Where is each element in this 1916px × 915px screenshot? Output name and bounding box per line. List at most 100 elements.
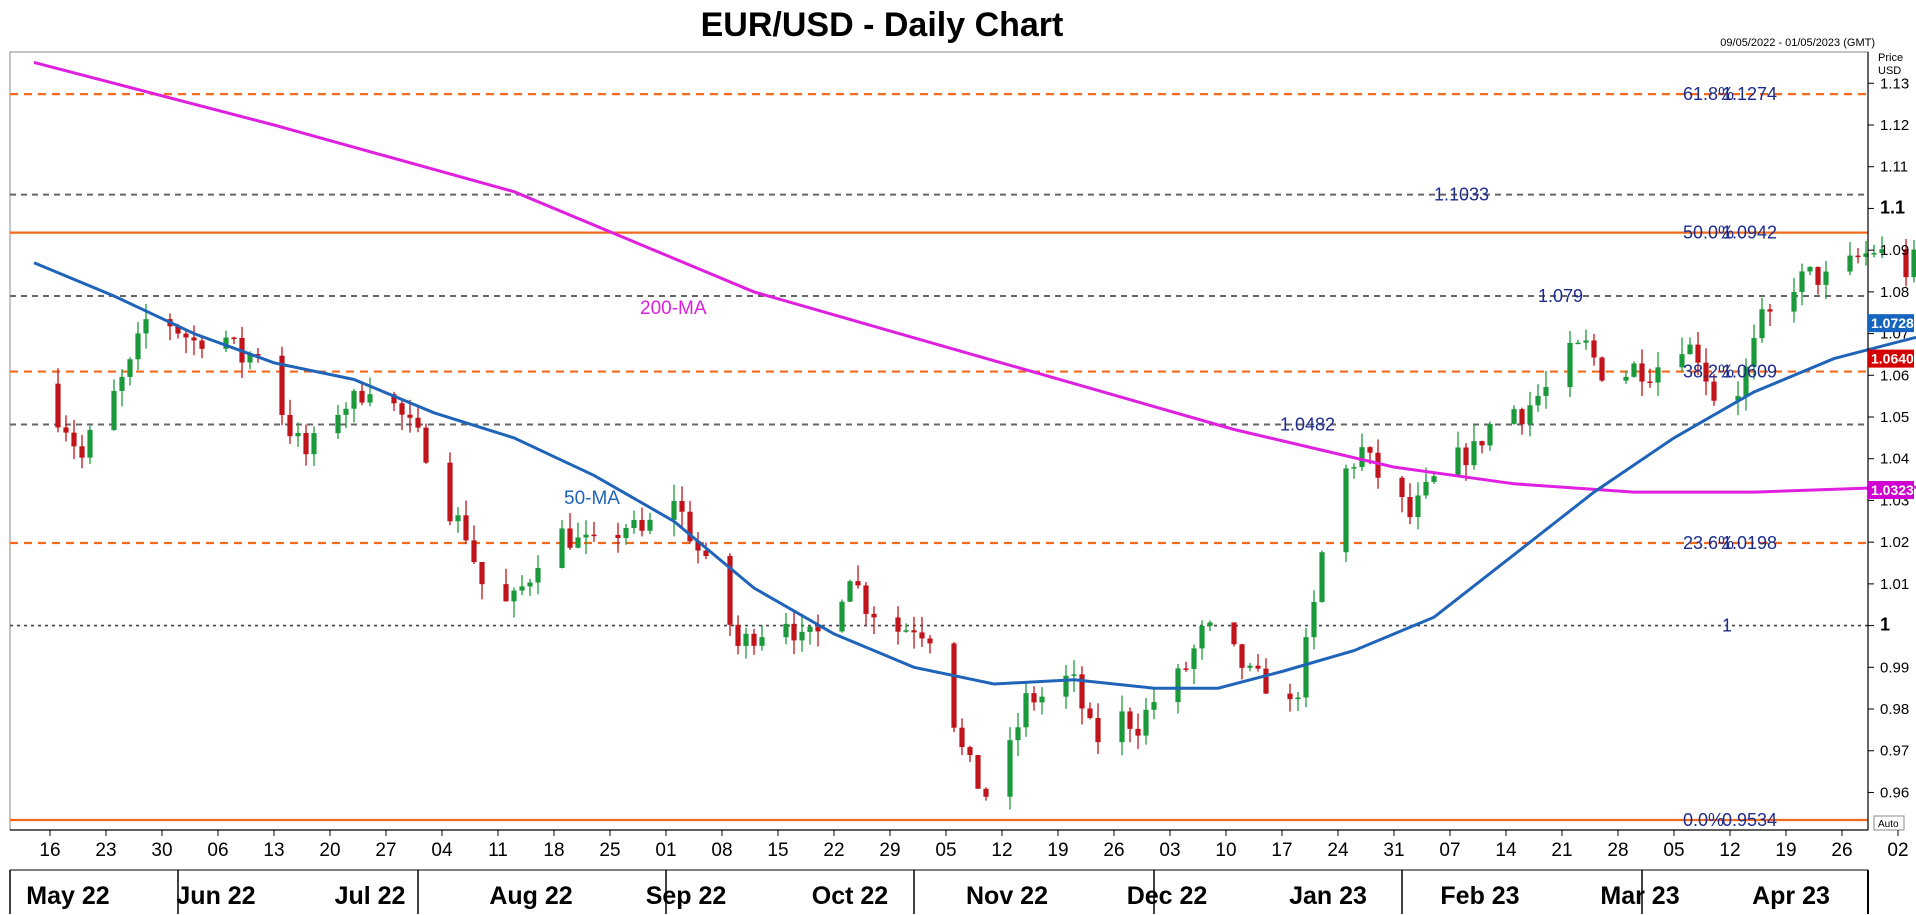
candle-body [671, 500, 677, 520]
x-tick-label: 16 [39, 840, 60, 861]
y-tick-label: 0.98 [1880, 701, 1909, 718]
x-tick-label: 26 [1103, 840, 1124, 861]
candle-body [71, 432, 77, 447]
candle-body [1823, 271, 1829, 285]
candle-body [1231, 622, 1237, 645]
candle-body [1623, 376, 1629, 381]
candle-body [1647, 381, 1653, 384]
x-tick-label: 05 [935, 840, 956, 861]
candle-body [255, 354, 261, 356]
candle-body [135, 333, 141, 360]
candle-body [1543, 387, 1549, 396]
y-tick-label: 1 [1880, 615, 1890, 635]
candle-body [783, 623, 789, 638]
ma50-label: 50-MA [564, 488, 620, 509]
x-month-label: Mar 23 [1600, 882, 1679, 910]
x-month-label: Apr 23 [1752, 882, 1830, 910]
y-tick-label: 1.05 [1880, 409, 1909, 426]
y-tick-label: 0.99 [1880, 659, 1909, 676]
candle-body [1303, 637, 1309, 698]
candle-body [735, 624, 741, 646]
candle-body [1351, 467, 1357, 469]
candle-body [223, 337, 229, 349]
candle-body [119, 376, 125, 391]
x-tick-label: 19 [1047, 840, 1068, 861]
candle-body [1751, 338, 1757, 367]
candle-body [1911, 249, 1916, 278]
candle-body [983, 788, 989, 797]
ma200-label: 200-MA [640, 298, 707, 319]
level-label: 1 [1722, 616, 1732, 636]
level-label: 1.079 [1538, 286, 1583, 306]
candle-body [455, 515, 461, 522]
candle-body [1087, 708, 1093, 718]
candle-body [1631, 363, 1637, 377]
fib-value-label: 1.0609 [1722, 362, 1777, 382]
candle-body [367, 394, 373, 403]
candle-body [1847, 255, 1853, 272]
candle-body [1527, 405, 1533, 425]
fib-pct-label: 61.8% [1683, 84, 1734, 104]
x-month-label: Dec 22 [1127, 882, 1208, 910]
candle-body [591, 534, 597, 537]
candle-body [815, 626, 821, 632]
candle-body [1079, 674, 1085, 709]
candle-body [447, 462, 453, 522]
candle-body [1791, 291, 1797, 312]
auto-scale-label: Auto [1878, 819, 1899, 830]
candle-body [1399, 477, 1405, 497]
candle-body [359, 390, 365, 403]
y-tick-label: 1.06 [1880, 367, 1909, 384]
candle-body [343, 408, 349, 415]
candle-body [111, 390, 117, 430]
candle-body [79, 446, 85, 458]
candle-body [1151, 702, 1157, 710]
x-tick-label: 23 [95, 840, 116, 861]
candle-body [511, 590, 517, 602]
candle-body [791, 623, 797, 641]
x-tick-label: 12 [991, 840, 1012, 861]
candle-body [583, 534, 589, 538]
x-tick-label: 21 [1551, 840, 1572, 861]
candle-body [463, 515, 469, 541]
axes-layer: PriceUSD1.131.121.111.11.091.081.071.061… [9, 52, 1914, 914]
y-tick-label: 1.08 [1880, 284, 1909, 301]
candle-body [871, 613, 877, 618]
x-month-label: Nov 22 [966, 882, 1048, 910]
candle-body [919, 632, 925, 639]
candle-body [1767, 309, 1773, 312]
x-tick-label: 30 [151, 840, 172, 861]
x-month-label: Sep 22 [646, 882, 727, 910]
candle-body [631, 519, 637, 529]
candle-body [1735, 396, 1741, 401]
candle-body [1031, 693, 1037, 703]
x-tick-label: 28 [1607, 840, 1628, 861]
candle-body [199, 340, 205, 349]
candle-body [559, 528, 565, 568]
candle-body [535, 567, 541, 583]
candle-body [1807, 266, 1813, 272]
x-tick-label: 08 [711, 840, 732, 861]
candle-body [1711, 381, 1717, 401]
candle-body [567, 528, 573, 548]
candle-body [423, 427, 429, 463]
x-tick-label: 27 [375, 840, 396, 861]
candle-body [703, 550, 709, 557]
last-value-tag [1868, 314, 1914, 333]
ma50-line [33, 261, 1916, 690]
candle-body [1487, 423, 1493, 446]
candle-body [1815, 266, 1821, 285]
candle-body [1247, 665, 1253, 668]
candle-body [479, 562, 485, 585]
y-tick-label: 1.01 [1880, 576, 1909, 593]
fib-pct-label: 23.6% [1683, 533, 1734, 553]
candle-body [1863, 253, 1869, 257]
candle-body [927, 638, 933, 644]
y-tick-label: 1.09 [1880, 242, 1909, 259]
candle-body [1007, 740, 1013, 797]
candle-body [63, 427, 69, 433]
candle-body [1287, 693, 1293, 700]
x-tick-label: 13 [263, 840, 284, 861]
candle-body [1207, 622, 1213, 626]
candle-body [575, 537, 581, 548]
